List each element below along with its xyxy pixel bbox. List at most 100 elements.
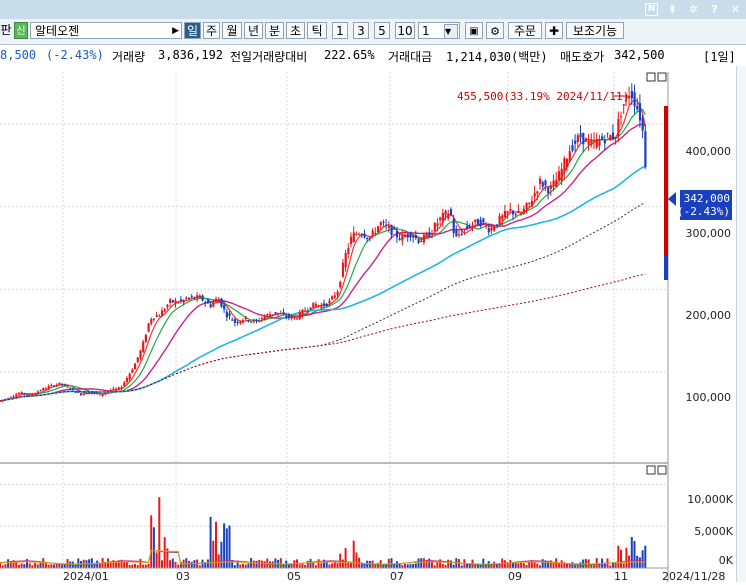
right-side-panel[interactable] bbox=[736, 66, 746, 582]
volume-bar bbox=[539, 565, 541, 568]
info-bar: 8,500 (-2.43%) 거래량 3,836,192 전일거래량대비 222… bbox=[0, 45, 746, 67]
end-date-label: 2024/11/28 bbox=[662, 570, 725, 582]
candle-body bbox=[109, 390, 112, 392]
interval-3-button[interactable]: 3 bbox=[353, 22, 369, 39]
period-month-button[interactable]: 월 bbox=[222, 22, 242, 39]
mode-label[interactable]: 판 bbox=[0, 23, 12, 37]
period-minute-button[interactable]: 분 bbox=[265, 22, 284, 39]
volume-bar bbox=[417, 558, 420, 568]
candle-body bbox=[152, 318, 156, 320]
volume-bar bbox=[452, 564, 455, 568]
pane-close-icon[interactable] bbox=[657, 72, 667, 82]
candle-body bbox=[552, 180, 555, 186]
candle-body bbox=[23, 392, 26, 395]
candle-body bbox=[609, 135, 612, 141]
candle-body bbox=[177, 302, 180, 304]
link-icon[interactable]: ✲ bbox=[688, 3, 699, 16]
stock-name: 알테오젠 bbox=[35, 24, 80, 38]
volume-bar bbox=[36, 564, 39, 568]
close-icon[interactable]: ✕ bbox=[730, 3, 741, 16]
volume-bar bbox=[190, 561, 193, 568]
interval-1-button[interactable]: 1 bbox=[332, 22, 348, 39]
interval-10-button[interactable]: 10 bbox=[395, 22, 415, 39]
volume-bar bbox=[566, 562, 568, 568]
volume-bar bbox=[239, 564, 242, 568]
volume-bars bbox=[0, 497, 647, 568]
amount-label: 거래대금 bbox=[388, 50, 433, 64]
candle-body bbox=[26, 394, 29, 396]
volume-bar bbox=[390, 558, 393, 568]
volume-bar bbox=[641, 550, 644, 568]
chart-area[interactable]: 455,500(33.19% 2024/11/11) 342,000 (-2.4… bbox=[0, 66, 746, 583]
aux-function-button[interactable]: 보조기능 bbox=[566, 22, 624, 39]
volume-bar bbox=[420, 558, 423, 568]
volume-bar bbox=[382, 564, 385, 568]
candle-body bbox=[58, 382, 61, 385]
high-annotation: 455,500(33.19% 2024/11/11) bbox=[457, 90, 629, 103]
interval-5-button[interactable]: 5 bbox=[374, 22, 390, 39]
candle-body bbox=[166, 304, 169, 308]
candle-body bbox=[514, 214, 517, 216]
volume-bar bbox=[425, 559, 428, 568]
volume-bar bbox=[247, 563, 250, 568]
candle-body bbox=[107, 391, 110, 393]
candle-body bbox=[417, 239, 420, 243]
volume-bar bbox=[228, 525, 231, 568]
settings-icon[interactable]: ⚙ bbox=[486, 22, 504, 39]
amount-value: 1,214,030(백만) bbox=[446, 50, 548, 64]
volume-pane-maximize-icon[interactable] bbox=[646, 465, 656, 475]
candle-body bbox=[220, 298, 223, 307]
new-window-icon[interactable]: N bbox=[645, 3, 658, 16]
candle-body bbox=[290, 315, 293, 319]
chevron-down-icon[interactable]: ▼ bbox=[444, 24, 458, 39]
pin-icon[interactable]: ⇞ bbox=[667, 3, 678, 16]
period-day-button[interactable]: 일 bbox=[184, 22, 201, 39]
period-second-button[interactable]: 초 bbox=[286, 22, 305, 39]
candle-body bbox=[533, 193, 536, 197]
volume-bar bbox=[31, 565, 34, 568]
dropdown-arrow-icon[interactable]: ▶ bbox=[172, 26, 179, 36]
pane-maximize-icon[interactable] bbox=[646, 72, 656, 82]
volume-bar bbox=[409, 564, 412, 568]
candle-body bbox=[385, 224, 388, 226]
volume-bar bbox=[34, 562, 37, 568]
help-icon[interactable]: ? bbox=[711, 3, 718, 16]
period-year-button[interactable]: 년 bbox=[244, 22, 263, 39]
volume-bar bbox=[557, 562, 560, 568]
current-price-marker bbox=[668, 192, 676, 206]
candle-body bbox=[501, 215, 504, 220]
period-tick-button[interactable]: 틱 bbox=[307, 22, 327, 39]
volume-bar bbox=[150, 515, 153, 568]
candle-body bbox=[169, 299, 172, 303]
volume-bar bbox=[611, 562, 614, 568]
ask-value: 342,500 bbox=[614, 48, 665, 62]
volume-bar bbox=[74, 563, 77, 568]
move-icon[interactable]: ✚ bbox=[545, 22, 563, 39]
volume-bar bbox=[220, 541, 223, 568]
current-price-label: 342,000 bbox=[684, 192, 730, 205]
price-chart-svg[interactable]: 455,500(33.19% 2024/11/11) 342,000 (-2.4… bbox=[0, 66, 746, 583]
volume-pane-close-icon[interactable] bbox=[657, 465, 667, 475]
new-badge[interactable]: 신 bbox=[14, 22, 28, 39]
candle-body bbox=[382, 221, 385, 223]
price-change: (-2.43%) bbox=[46, 48, 104, 62]
candle-body bbox=[171, 300, 174, 303]
candle-body bbox=[541, 182, 544, 187]
order-button[interactable]: 주문 bbox=[508, 22, 542, 39]
ytick-400000: 400,000 bbox=[686, 145, 732, 158]
interval-select[interactable]: 1 ▼ bbox=[418, 22, 460, 39]
stock-name-field[interactable]: 알테오젠 ▶ bbox=[30, 22, 182, 39]
candle-body bbox=[239, 321, 242, 324]
volume-bar bbox=[169, 560, 172, 568]
period-week-button[interactable]: 주 bbox=[203, 22, 220, 39]
volume-bar bbox=[242, 563, 244, 568]
volume-bar bbox=[42, 558, 45, 568]
save-icon[interactable]: ▣ bbox=[465, 22, 483, 39]
candle-body bbox=[447, 213, 450, 219]
volume-bar bbox=[520, 561, 523, 568]
candle-body bbox=[549, 185, 552, 189]
volume-bar bbox=[209, 516, 212, 568]
candle-body bbox=[215, 298, 218, 302]
volume-bar bbox=[55, 564, 58, 568]
volume-bar bbox=[630, 536, 633, 568]
